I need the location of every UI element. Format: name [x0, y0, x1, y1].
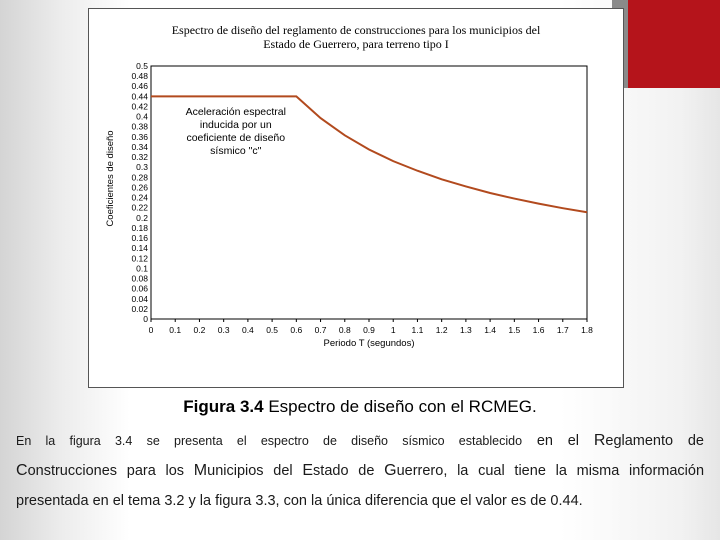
y-axis-label: Coeficientes de diseño [105, 130, 116, 226]
chart-annotation-line: sísmico "c" [210, 145, 261, 157]
x-tick-label: 0.4 [242, 325, 254, 335]
x-tick-label: 1.1 [412, 325, 424, 335]
spectrum-chart: 00.020.040.060.080.10.120.140.160.180.20… [105, 61, 593, 349]
paragraph-cap-e: E [302, 462, 314, 479]
y-tick-label: 0.46 [131, 81, 148, 91]
paragraph-cap-m: M [193, 462, 208, 479]
x-tick-label: 1.8 [581, 325, 593, 335]
y-tick-label: 0.18 [131, 223, 148, 233]
y-tick-label: 0.36 [131, 132, 148, 142]
x-tick-label: 0.2 [194, 325, 206, 335]
y-tick-label: 0.38 [131, 122, 148, 132]
x-tick-label: 1.4 [484, 325, 496, 335]
y-tick-label: 0.34 [131, 142, 148, 152]
y-tick-label: 0.4 [136, 112, 148, 122]
paragraph-line-2-part-c: stado de [313, 463, 385, 479]
figure-caption-number: Figura 3.4 [183, 397, 264, 416]
x-tick-label: 1.3 [460, 325, 472, 335]
chart-annotation-line: coeficiente de diseño [186, 132, 285, 144]
y-tick-label: 0.48 [131, 71, 148, 81]
x-tick-label: 0.5 [266, 325, 278, 335]
spectrum-curve-line [151, 95, 588, 214]
paragraph-cap-g: G [384, 462, 397, 479]
chart-title-line-1: Espectro de diseño del reglamento de con… [171, 23, 541, 37]
chart-annotation-line: Aceleración espectral [186, 106, 286, 118]
y-tick-label: 0 [143, 314, 148, 324]
x-tick-label: 0.3 [218, 325, 230, 335]
x-tick-label: 0 [149, 325, 154, 335]
paragraph-line-1-small: En la figura 3.4 se presenta el espectro… [16, 434, 523, 448]
y-tick-label: 0.16 [131, 233, 148, 243]
x-tick-label: 1.2 [436, 325, 448, 335]
x-tick-label: 0.8 [339, 325, 351, 335]
figure-caption: Figura 3.4 Espectro de diseño con el RCM… [0, 397, 720, 417]
chart-title: Espectro de diseño del reglamento de con… [89, 23, 623, 51]
y-tick-label: 0.24 [131, 193, 148, 203]
y-tick-label: 0.26 [131, 182, 148, 192]
y-tick-label: 0.02 [131, 304, 148, 314]
paragraph-line-1-part-a: en el [522, 433, 594, 449]
chart-panel: Espectro de diseño del reglamento de con… [88, 8, 624, 388]
y-tick-label: 0.22 [131, 203, 148, 213]
y-tick-label: 0.44 [131, 91, 148, 101]
x-tick-label: 0.7 [315, 325, 327, 335]
x-tick-label: 1.6 [533, 325, 545, 335]
x-tick-label: 1.7 [557, 325, 569, 335]
y-tick-label: 0.3 [136, 162, 148, 172]
y-tick-label: 0.12 [131, 253, 148, 263]
x-tick-label: 0.9 [363, 325, 375, 335]
y-tick-label: 0.28 [131, 172, 148, 182]
x-tick-label: 1 [391, 325, 396, 335]
paragraph-line-1: En la figura 3.4 se presenta el espectro… [16, 426, 704, 456]
y-tick-label: 0.2 [136, 213, 148, 223]
y-tick-label: 0.04 [131, 294, 148, 304]
x-tick-label: 0.1 [169, 325, 181, 335]
y-tick-label: 0.1 [136, 263, 148, 273]
paragraph-line-3: presentada en el tema 3.2 y la figura 3.… [16, 493, 583, 509]
y-tick-label: 0.14 [131, 243, 148, 253]
y-tick-label: 0.06 [131, 284, 148, 294]
x-axis-label: Periodo T (segundos) [323, 338, 414, 349]
plot-area-frame [150, 65, 588, 320]
y-tick-label: 0.08 [131, 274, 148, 284]
figure-caption-text: Espectro de diseño con el RCMEG. [263, 397, 537, 416]
paragraph-line-2: Construcciones para los Municipios del E… [16, 456, 704, 486]
chart-title-line-2: Estado de Guerrero, para terreno tipo I [263, 37, 449, 51]
body-paragraph: En la figura 3.4 se presenta el espectro… [16, 426, 704, 516]
x-tick-label: 0.6 [290, 325, 302, 335]
paragraph-line-2-part-d: uerrero, la cual tiene la misma informac… [396, 463, 705, 479]
decorative-accent-bar [628, 0, 720, 88]
paragraph-cap-c: C [16, 462, 28, 479]
y-tick-label: 0.5 [136, 61, 148, 71]
paragraph-cap-r: R [593, 432, 606, 449]
paragraph-line-2-part-b: unicipios del [207, 463, 303, 479]
paragraph-line-1-part-b: eglamento de [605, 433, 705, 449]
chart-annotation-line: inducida por un [200, 119, 272, 131]
paragraph-line-2-part-a: onstrucciones para los [27, 463, 194, 479]
y-tick-label: 0.32 [131, 152, 148, 162]
y-tick-label: 0.42 [131, 101, 148, 111]
x-tick-label: 1.5 [508, 325, 520, 335]
